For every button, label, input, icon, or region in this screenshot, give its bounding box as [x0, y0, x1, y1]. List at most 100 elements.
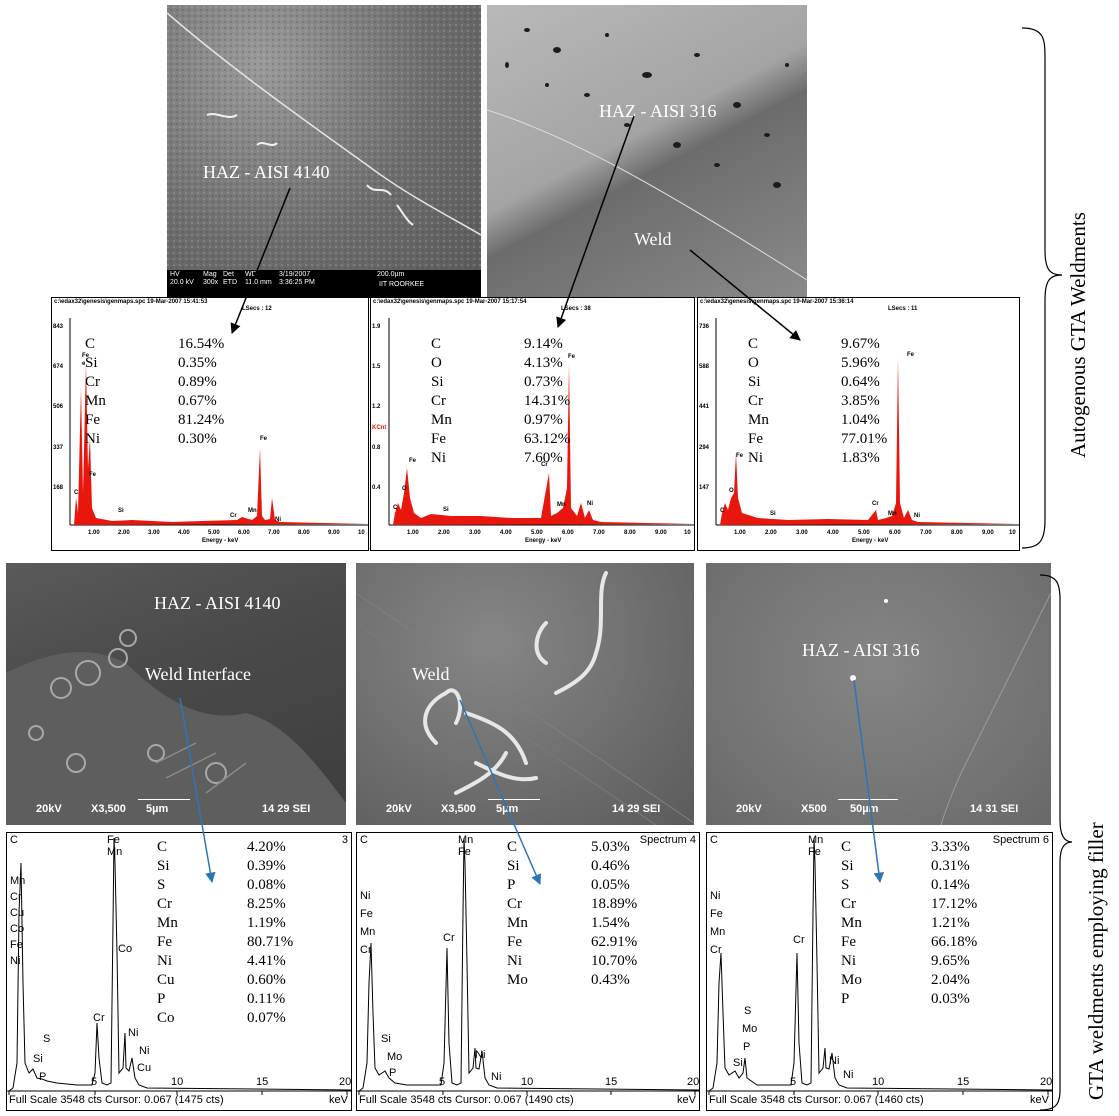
x-tick: 7.00 [268, 530, 280, 536]
spectrum-plot [388, 318, 694, 526]
peak-label: Si [443, 507, 449, 513]
x-tick: 20 [687, 1076, 700, 1088]
x-tick: 10 [872, 1076, 885, 1088]
value: 66.18% [931, 934, 978, 950]
peak-label: Cr [541, 462, 548, 468]
x-tick: 15 [957, 1076, 970, 1088]
peak-label: Ni [710, 890, 721, 902]
eds-spectrum-top-3: c:\edax32\genesis\genmaps.spc 19-Mar-200… [697, 297, 1020, 551]
x-tick: 6.00 [238, 530, 250, 536]
x-tick: 10 [521, 1076, 534, 1088]
value: 4.13% [524, 355, 563, 371]
composition-list: C 9.14% O 4.13% Si 0.73% Cr 14.31% Mn 0.97% F… [431, 335, 581, 475]
value: 0.08% [247, 877, 286, 893]
value: 5.03% [591, 839, 630, 855]
x-tick: 5.00 [531, 530, 543, 536]
spectrum-lsecs: LSecs : 11 [888, 306, 918, 312]
peak-label: S [744, 1005, 752, 1017]
spectrum-plot [357, 837, 699, 1095]
element: O [748, 355, 759, 371]
peak-label: Fe [360, 908, 373, 920]
value: 81.24% [178, 412, 225, 428]
peak-label: e [82, 361, 86, 367]
y-tick: 147 [699, 485, 710, 491]
element: Cr [85, 374, 100, 390]
databar-date: 3/19/2007 3:36:25 PM [279, 271, 315, 286]
value: 0.60% [247, 972, 286, 988]
peak-label: Si [733, 1057, 743, 1069]
x-tick: 3.00 [469, 530, 481, 536]
x-tick: 8.00 [951, 530, 963, 536]
element: Ni [748, 450, 763, 466]
peak-label: Co [118, 943, 133, 955]
peak-label: Cr [230, 513, 237, 519]
scalebar-line [838, 799, 898, 800]
peak-label: Mn [710, 926, 726, 938]
y-tick: 674 [53, 364, 64, 370]
composition-list: C 16.54% Si 0.35% Cr 0.89% Mn 0.67% Fe 81.24%… [85, 335, 235, 455]
element: C [157, 839, 168, 855]
scalebar-line [138, 799, 190, 800]
y-tick: 441 [699, 404, 710, 410]
peak-label: Fe [107, 834, 120, 846]
element: Cr [841, 896, 856, 912]
x-tick: 4.00 [178, 530, 190, 536]
peak-label: P [389, 1067, 397, 1079]
x-tick: 7.00 [593, 530, 605, 536]
databar-lab: IIT ROORKEE [379, 281, 424, 288]
x-tick: 15 [256, 1076, 269, 1088]
peak-label: Ni [360, 890, 371, 902]
x-tick: 3.00 [796, 530, 808, 536]
peak-label: Ni [491, 1071, 502, 1083]
peak-label: Cr [872, 501, 879, 507]
element: Si [748, 374, 761, 390]
element: Mo [841, 972, 862, 988]
y-tick: 0.8 [372, 445, 381, 451]
spectrum-unit: keV [1030, 1094, 1049, 1106]
element: Cu [157, 972, 175, 988]
value: 4.20% [247, 839, 286, 855]
composition-list: C 5.03% Si 0.46% P 0.05% Cr 18.89% Mn 1.54% F… [507, 838, 677, 1008]
value: 0.67% [178, 393, 217, 409]
x-tick: 10 [358, 530, 365, 536]
peak-label: P [39, 1071, 47, 1083]
spectrum-plot [707, 837, 1052, 1095]
peak-label: Cr [10, 891, 22, 903]
element: Fe [507, 934, 522, 950]
micrograph-label-weld: Weld [412, 664, 450, 684]
element: Cr [507, 896, 522, 912]
spectrum-title: Spectrum 4 [639, 834, 696, 846]
peak-label: Fe [458, 846, 471, 858]
value: 80.71% [247, 934, 294, 950]
x-tick: 8.00 [624, 530, 636, 536]
y-tick: 337 [53, 445, 64, 451]
right-brace-top [1021, 27, 1063, 549]
peak-label: C [710, 834, 718, 846]
x-tick: 9.00 [655, 530, 667, 536]
value: 0.64% [841, 374, 880, 390]
value: 1.21% [931, 915, 970, 931]
peak-label: Fe [10, 939, 23, 951]
element: Fe [157, 934, 172, 950]
peak-label: Fe [568, 354, 576, 360]
peak-label: Mo [742, 1023, 758, 1035]
sem-micrograph-haz-4140-autogenous: HAZ - AISI 4140 HV 20.0 kV Mag 300x Det ETD… [167, 5, 481, 298]
element: Fe [748, 431, 763, 447]
element: P [157, 991, 166, 1007]
micrograph-texture [487, 28, 807, 281]
micrograph-label-haz: HAZ - AISI 316 [802, 640, 920, 660]
element: S [157, 877, 166, 893]
micrograph-texture [850, 592, 1051, 825]
micrograph-label-haz: HAZ - AISI 316 [599, 101, 717, 121]
value: 9.14% [524, 336, 563, 352]
peak-label: Fe [89, 472, 97, 478]
element: Mn [748, 412, 769, 428]
element: Si [157, 858, 170, 874]
x-tick: 10 [1009, 530, 1016, 536]
element: Ni [841, 953, 856, 969]
x-tick: 7.00 [920, 530, 932, 536]
element: Fe [85, 412, 100, 428]
element: Mn [85, 393, 106, 409]
spectrum-title: 3 [341, 834, 348, 846]
value: 0.35% [178, 355, 217, 371]
